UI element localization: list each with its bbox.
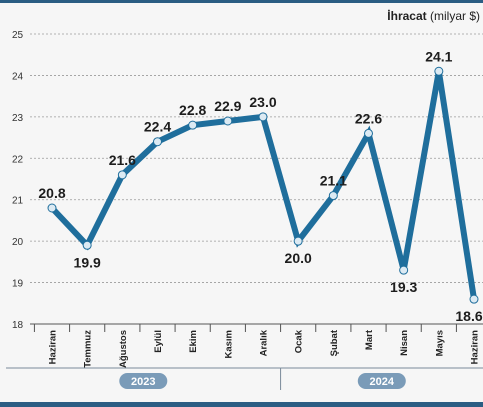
x-tick-label: Ekim	[188, 330, 199, 353]
data-label: 22.9	[214, 98, 241, 114]
y-tick-23: 23	[12, 113, 24, 124]
top-border	[0, 0, 483, 3]
x-tick-label: Şubat	[329, 329, 340, 356]
y-tick-25: 25	[12, 30, 24, 41]
y-tick-labels: 18 19 20 21 22 23 24 25	[12, 30, 24, 331]
data-label: 18.6	[455, 308, 482, 324]
data-label: 22.4	[144, 119, 171, 135]
bottom-border	[0, 402, 483, 407]
x-tick-label: Haziran	[470, 330, 481, 365]
year-badge-2023	[119, 373, 168, 389]
data-label: 22.8	[179, 102, 206, 118]
y-tick-22: 22	[12, 154, 24, 165]
y-axis-title-unit: (milyar $)	[427, 9, 480, 23]
series-line	[47, 66, 479, 304]
data-point	[117, 170, 127, 180]
x-tick-label: Ağustos	[118, 330, 129, 368]
x-tick-label: Aralık	[259, 329, 270, 356]
data-point	[293, 236, 303, 246]
x-tick-label: Mart	[364, 329, 375, 350]
data-label: 19.3	[390, 279, 417, 295]
data-point	[434, 66, 444, 76]
data-label: 19.9	[74, 254, 101, 270]
data-labels: 20.8 19.9 21.6 22.4 22.8 22.9 23.0 20.0 21.1 22.6…	[38, 48, 482, 324]
y-axis-title: İhracat (milyar $)	[387, 8, 480, 23]
data-point	[223, 116, 233, 126]
data-label: 20.0	[285, 250, 312, 266]
x-tick-label: Mayıs	[434, 330, 445, 356]
data-point	[258, 112, 268, 122]
data-point	[153, 137, 162, 147]
data-label: 21.6	[109, 152, 136, 168]
data-point	[364, 128, 373, 138]
x-tick-label: Nisan	[399, 330, 410, 356]
data-point	[469, 294, 479, 304]
data-point	[188, 120, 198, 130]
x-tick-label: Temmuz	[83, 330, 94, 368]
y-tick-19: 19	[12, 279, 24, 290]
data-point	[399, 265, 409, 275]
x-tick-label: Ocak	[294, 329, 305, 353]
data-point	[82, 240, 92, 250]
x-tick-label: Kasım	[223, 330, 234, 359]
year-label-2023: 2023	[131, 376, 155, 388]
y-tick-24: 24	[12, 71, 24, 82]
x-tick-label: Haziran	[48, 330, 59, 365]
x-axis: Haziran Temmuz Ağustos Eylül Ekim Kasım Aralık…	[30, 323, 483, 368]
year-label-2024: 2024	[370, 376, 395, 388]
year-groups: 2023 2024	[6, 367, 483, 390]
data-label: 21.1	[320, 173, 347, 189]
y-tick-18: 18	[12, 320, 24, 331]
y-tick-20: 20	[12, 237, 24, 248]
data-label: 22.6	[355, 110, 382, 126]
y-axis-title-bold: İhracat	[387, 8, 426, 23]
x-tick-label: Eylül	[153, 330, 164, 353]
data-point	[47, 203, 57, 213]
y-tick-21: 21	[12, 196, 24, 207]
data-label: 20.8	[38, 185, 65, 201]
data-label: 23.0	[249, 94, 276, 110]
data-point	[328, 191, 338, 201]
data-label: 24.1	[425, 48, 452, 64]
year-badge-2024	[357, 373, 406, 389]
